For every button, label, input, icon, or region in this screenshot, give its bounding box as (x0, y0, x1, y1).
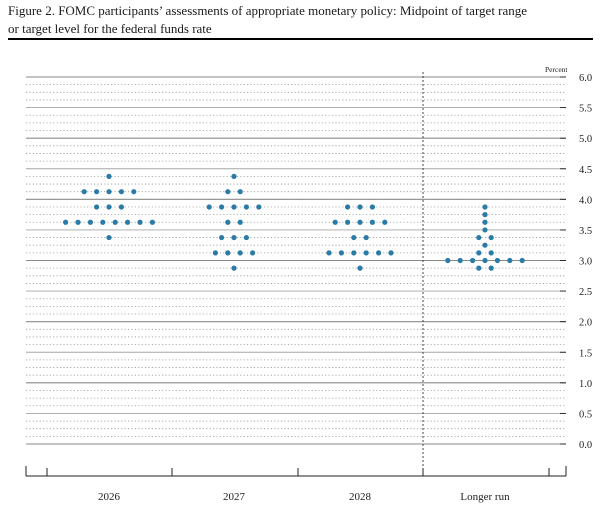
participant-dot (376, 250, 382, 256)
category-label: 2028 (349, 491, 372, 503)
participant-dot (87, 219, 93, 225)
participant-dot (382, 219, 388, 225)
participant-dot (494, 257, 500, 264)
participant-dot (243, 204, 249, 210)
participant-dot (219, 234, 225, 241)
y-tick-label: 5.0 (579, 134, 592, 145)
title-divider (8, 38, 593, 40)
participant-dot (125, 219, 131, 225)
participant-dot (369, 219, 375, 225)
participant-dot (225, 189, 231, 195)
y-tick-label: 1.0 (579, 379, 592, 390)
participant-dot (326, 250, 332, 256)
participant-dot (237, 250, 243, 256)
participant-dot (256, 204, 262, 210)
participant-dot (482, 257, 488, 264)
category-label: 2026 (98, 491, 121, 503)
participant-dot (231, 234, 237, 241)
grid-layer (26, 72, 566, 476)
participant-dot (149, 219, 155, 225)
participant-dot (75, 219, 81, 225)
participant-dot (351, 250, 357, 256)
participant-dot (225, 219, 231, 225)
figure-title: Figure 2. FOMC participants’ assessments… (8, 2, 592, 38)
participant-dot (482, 212, 488, 218)
y-tick-label: 3.5 (579, 226, 592, 237)
participant-dot (445, 257, 451, 264)
participant-dot (338, 250, 344, 256)
figure-title-line-2: or target level for the federal funds ra… (8, 21, 212, 36)
participant-dot (488, 234, 494, 241)
y-tick-label: 4.5 (579, 165, 592, 176)
participant-dot (519, 257, 525, 264)
participant-dot (243, 234, 249, 241)
y-tick-label: 1.5 (579, 348, 592, 359)
participant-dot (457, 257, 463, 264)
participant-dot (231, 204, 237, 210)
participant-dot (470, 257, 476, 264)
label-layer: 0.0 0.5 1.0 1.5 2.0 2.5 3.0 3.5 4.0 4.5 5.0 5.5 6.0 P… (98, 65, 592, 503)
participant-dot (357, 219, 363, 225)
participant-dot (106, 204, 112, 210)
participant-dot (476, 265, 482, 271)
participant-dot (100, 219, 106, 225)
y-tick-label: 5.5 (579, 104, 592, 115)
y-tick-label: 0.0 (579, 440, 592, 451)
dot-layer (63, 173, 525, 271)
participant-dot (482, 219, 488, 225)
participant-dot (476, 234, 482, 241)
participant-dot (250, 250, 256, 256)
participant-dot (482, 204, 488, 210)
participant-dot (488, 250, 494, 256)
participant-dot (357, 204, 363, 210)
participant-dot (231, 265, 237, 271)
figure-title-line-1: Figure 2. FOMC participants’ assessments… (8, 3, 528, 18)
y-tick-label: 3.0 (579, 257, 592, 268)
participant-dot (118, 189, 124, 195)
participant-dot (212, 250, 218, 256)
participant-dot (81, 189, 87, 195)
participant-dot (507, 257, 513, 264)
participant-dot (345, 219, 351, 225)
participant-dot (476, 250, 482, 256)
participant-dot (357, 265, 363, 271)
category-label: 2027 (223, 491, 246, 503)
participant-dot (237, 189, 243, 195)
participant-dot (388, 250, 394, 256)
y-tick-label: 0.5 (579, 409, 592, 420)
y-tick-label: 2.5 (579, 287, 592, 298)
participant-dot (231, 173, 237, 179)
participant-dot (118, 204, 124, 210)
participant-dot (219, 204, 225, 210)
y-tick-label: 2.0 (579, 318, 592, 329)
participant-dot (106, 234, 112, 241)
participant-dot (94, 204, 100, 210)
participant-dot (332, 219, 338, 225)
participant-dot (345, 204, 351, 210)
participant-dot (106, 189, 112, 195)
participant-dot (363, 250, 369, 256)
y-tick-label: 6.0 (579, 73, 592, 84)
category-label: Longer run (460, 491, 510, 503)
y-tick-label: 4.0 (579, 195, 592, 206)
participant-dot (112, 219, 118, 225)
participant-dot (237, 219, 243, 225)
participant-dot (206, 204, 212, 210)
participant-dot (363, 234, 369, 241)
participant-dot (482, 242, 488, 248)
participant-dot (482, 227, 488, 233)
unit-label: Percent (545, 65, 568, 74)
participant-dot (131, 189, 137, 195)
participant-dot (351, 234, 357, 241)
participant-dot (106, 173, 112, 179)
participant-dot (137, 219, 143, 225)
participant-dot (369, 204, 375, 210)
participant-dot (94, 189, 100, 195)
participant-dot (63, 219, 69, 225)
axis-layer (25, 76, 567, 477)
participant-dot (488, 265, 494, 271)
participant-dot (225, 250, 231, 256)
